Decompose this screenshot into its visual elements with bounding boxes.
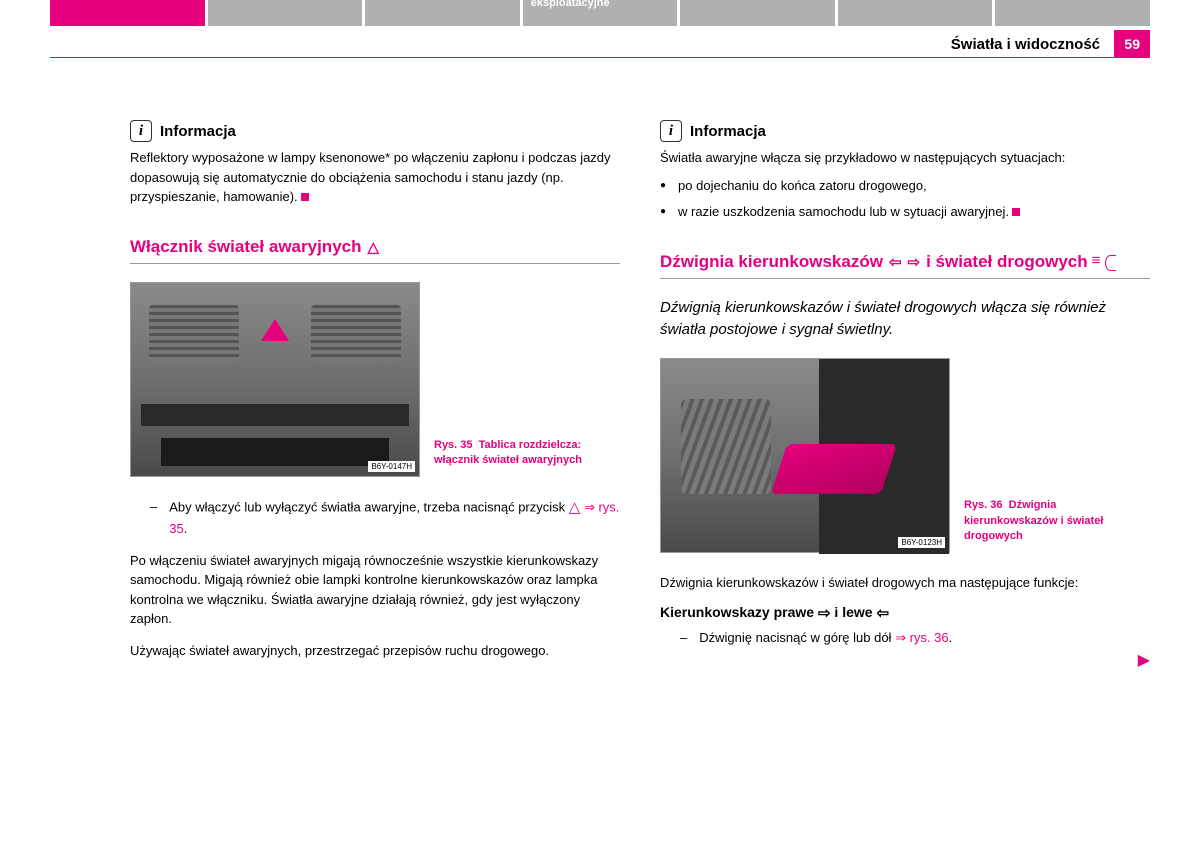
vent-graphic [311,305,401,361]
figure-35-caption: Rys. 35 Tablica rozdzielcza: włącznik św… [434,438,584,477]
paragraph: Używając świateł awaryjnych, przestrzega… [130,641,620,661]
info-label: Informacja [690,123,766,140]
turn-left-icon: ⇦ [889,253,902,271]
figure-36-image: B6Y-0123H [660,358,950,553]
dash-strip-graphic [141,404,409,426]
info-box-right: i Informacja Światła awaryjne włącza się… [660,120,1150,222]
footer-tab-fabia-praktik[interactable]: Fabia Praktik [995,0,1150,26]
info-lead: Światła awaryjne włącza się przykładowo … [660,148,1150,168]
figure-link[interactable]: ⇒ rys. 36 [895,630,949,645]
footer-tab-dane-techniczne[interactable]: Dane techniczne [838,0,993,26]
instruction-item: Dźwignię nacisnąć w górę lub dół ⇒ rys. … [680,628,1150,648]
instruction-item: Aby włączyć lub wyłączyć światła awaryjn… [150,497,620,539]
radio-strip-graphic [161,438,389,466]
footer-tab-wskazowki-jazdy[interactable]: Wskazówki na temat jazdy [365,0,520,26]
footer-tab-obsluga[interactable]: Obsługa [50,0,205,26]
page: Światła i widoczność 59 i Informacja Ref… [0,0,1200,40]
content-area: i Informacja Reflektory wyposażone w lam… [130,120,1150,672]
end-marker-icon [1012,208,1020,216]
stalk-graphic [771,444,897,494]
headlamp-icon [1094,255,1116,269]
hazard-triangle-icon: △ [367,238,379,256]
paragraph: Po włączeniu świateł awaryjnych migają r… [130,551,620,629]
section-heading-hazard: Włącznik świateł awaryjnych △ [130,237,620,257]
info-box-left: i Informacja Reflektory wyposażone w lam… [130,120,620,207]
header-title: Światła i widoczność [951,36,1100,53]
figure-code-label: B6Y-0123H [898,537,945,548]
section-heading-turn-signal: Dźwignia kierunkowskazów ⇦ ⇨ i świateł d… [660,252,1150,272]
section-underline [660,278,1150,279]
subheading-indicators: Kierunkowskazy prawe ⇨ i lewe ⇦ [660,604,1150,622]
vent-graphic [149,305,239,361]
continue-icon: ▶ [1138,650,1150,670]
bullet-item: w razie uszkodzenia samochodu lub w sytu… [660,202,1150,222]
figure-row-35: B6Y-0147H Rys. 35 Tablica rozdzielcza: w… [130,282,620,477]
turn-right-icon: ⇨ [908,253,921,271]
right-column: i Informacja Światła awaryjne włącza się… [660,120,1150,672]
section-subtitle: Dźwignią kierunkowskazów i świateł drogo… [660,297,1150,342]
section-underline [130,263,620,264]
bullet-item: po dojechaniu do końca zatoru drogowego, [660,176,1150,196]
page-number-badge: 59 [1114,30,1150,58]
paragraph: Dźwignia kierunkowskazów i świateł drogo… [660,573,1150,593]
figure-36-caption: Rys. 36 Dźwignia kierunkowskazów i świat… [964,498,1114,552]
turn-left-icon: ⇦ [876,604,889,622]
footer-tabs: Obsługa bezpieczeństwo Wskazówki na tema… [50,0,1150,26]
left-column: i Informacja Reflektory wyposażone w lam… [130,120,620,672]
figure-35-image: B6Y-0147H [130,282,420,477]
info-icon: i [130,120,152,142]
info-header: i Informacja [130,120,620,142]
hazard-triangle-icon: △ [569,497,581,520]
footer-tab-bezpieczenstwo[interactable]: bezpieczeństwo [208,0,363,26]
hazard-button-graphic [261,319,289,341]
turn-right-icon: ⇨ [818,604,831,622]
figure-row-36: B6Y-0123H Rys. 36 Dźwignia kierunkowskaz… [660,358,1150,553]
figure-code-label: B6Y-0147H [368,461,415,472]
end-marker-icon [301,193,309,201]
footer-tab-wskazowki-eksploatacyjne[interactable]: Wskazówki eksploatacyjne [523,0,678,26]
info-icon: i [660,120,682,142]
footer-tab-pomoc[interactable]: Pomoc w razie awarii [680,0,835,26]
vent-graphic [681,399,771,494]
info-header: i Informacja [660,120,1150,142]
info-text: Reflektory wyposażone w lampy ksenonowe*… [130,148,620,207]
header-divider [50,57,1150,58]
info-label: Informacja [160,123,236,140]
